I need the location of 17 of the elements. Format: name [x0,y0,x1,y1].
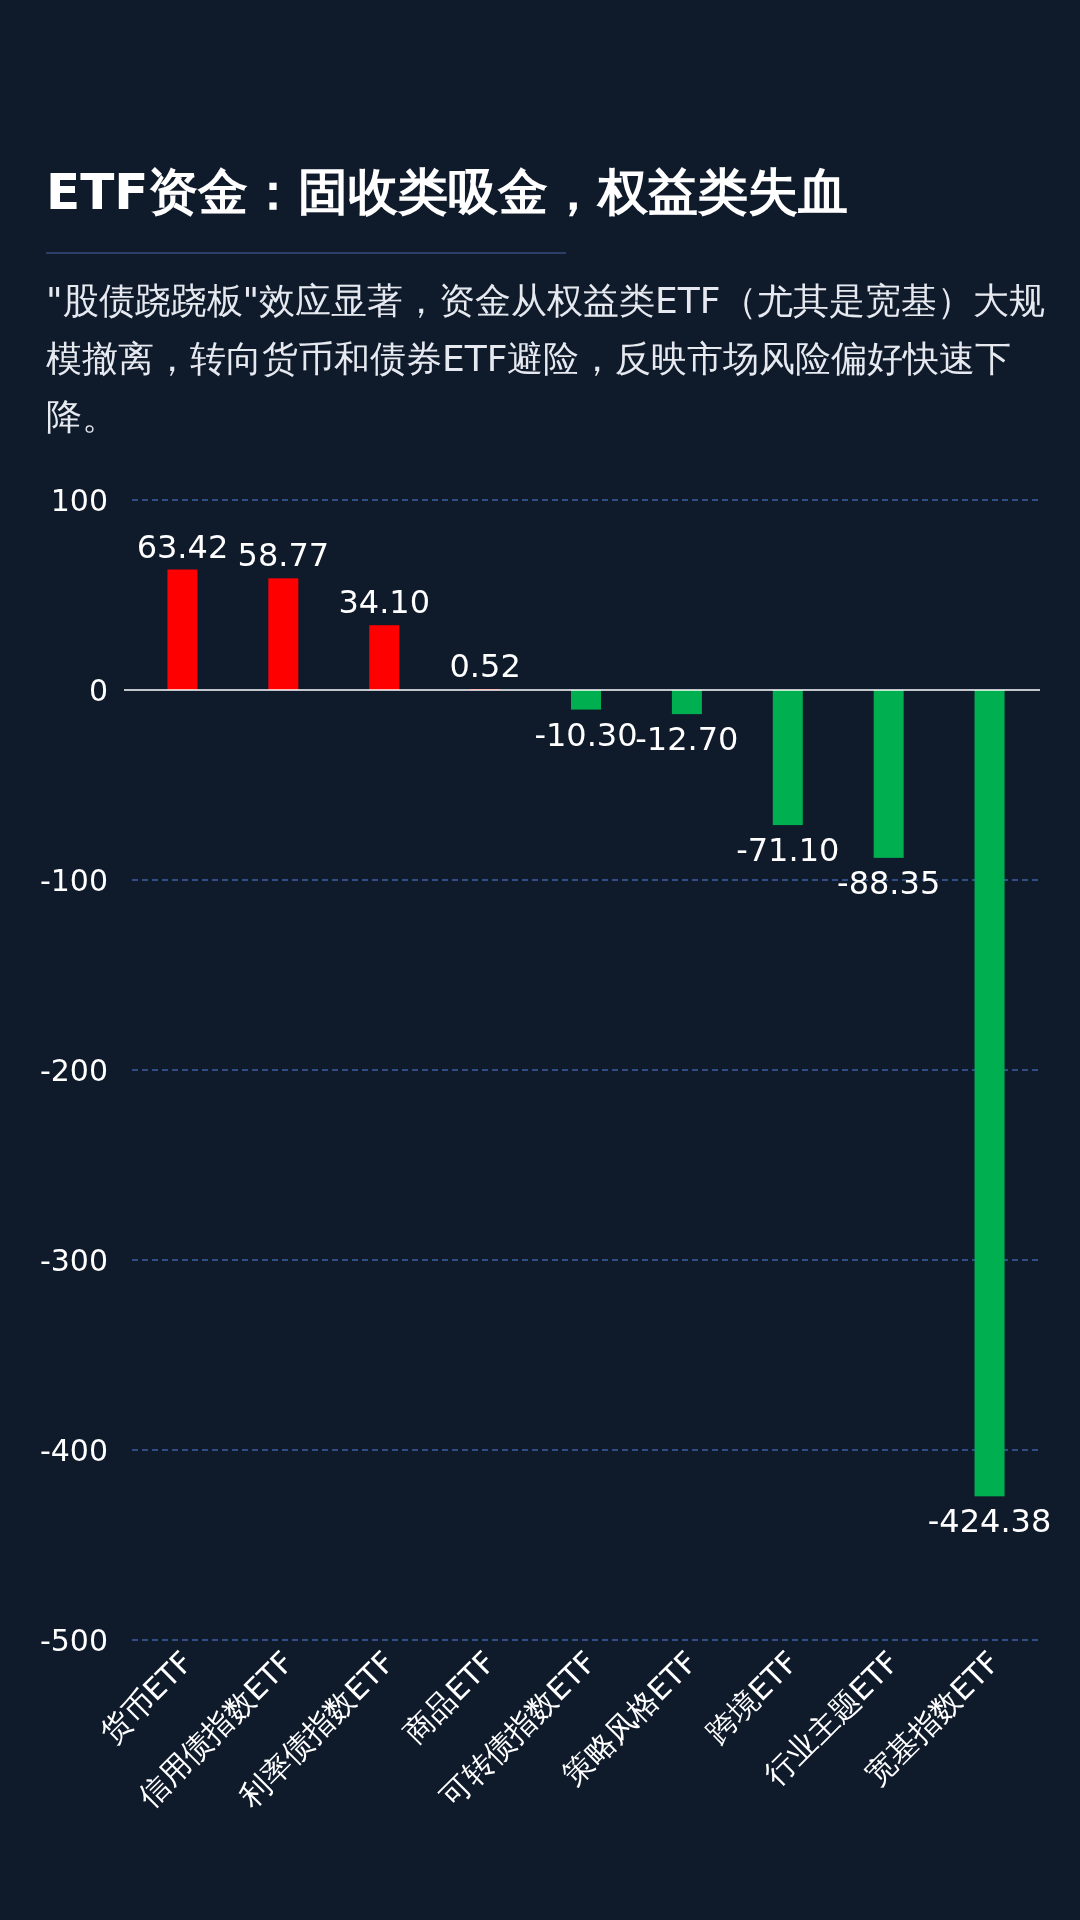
data-label: -424.38 [927,1502,1052,1541]
y-tick-label: 0 [88,672,108,708]
data-label: -88.35 [837,863,941,902]
data-label: -12.70 [635,720,739,759]
data-label: 0.52 [449,647,521,686]
data-label: 63.42 [136,527,229,566]
chart-title: ETF资金：固收类吸金，权益类失血 [46,162,849,223]
chart-subtitle: "股债跷跷板"效应显著，资金从权益类ETF（尤其是宽基）大规模撤离，转向货币和债券ETF避险，反映市场风险偏好快速下降。 [46,279,1046,439]
data-label: 34.10 [338,583,431,622]
y-tick-label: -500 [39,1622,108,1658]
data-label: 58.77 [237,536,330,575]
y-tick-label: -300 [39,1242,108,1278]
y-tick-label: -400 [39,1432,108,1468]
data-label: -71.10 [736,831,840,870]
y-tick-label: -100 [39,862,108,898]
y-tick-label: 100 [50,482,108,518]
y-tick-label: -200 [39,1052,108,1088]
